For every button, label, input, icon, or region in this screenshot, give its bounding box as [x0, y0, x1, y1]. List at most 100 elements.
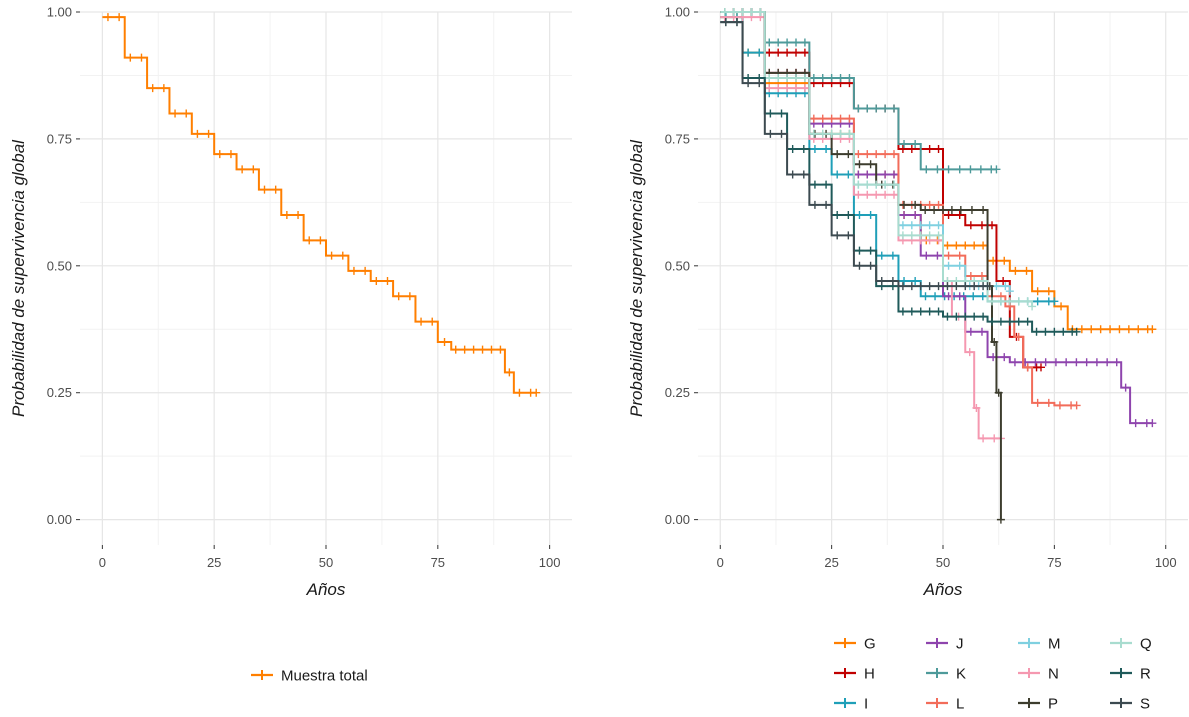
series-j — [720, 8, 1157, 428]
censor-mark — [952, 312, 961, 321]
legend-key-mark — [840, 638, 850, 648]
censor-mark — [833, 211, 842, 220]
censor-mark — [1033, 398, 1042, 407]
x-tick-label: 0 — [99, 555, 106, 570]
censor-mark — [305, 236, 314, 245]
censor-mark — [532, 388, 541, 397]
censor-mark — [827, 129, 836, 138]
legend-label: J — [956, 636, 964, 653]
x-tick-label: 0 — [717, 555, 724, 570]
censor-mark — [766, 109, 775, 118]
censor-mark — [877, 251, 886, 260]
censor-mark — [922, 165, 931, 174]
censor-mark — [881, 150, 890, 159]
legend-key-mark — [1116, 638, 1126, 648]
legend-item-l: L — [926, 696, 964, 713]
y-tick-label: 1.00 — [665, 5, 690, 20]
censor-mark — [1023, 297, 1032, 306]
censor-mark — [900, 200, 909, 209]
x-tick-label: 100 — [1155, 555, 1177, 570]
censor-mark — [744, 79, 753, 88]
series-k — [720, 8, 1001, 174]
censor-mark — [1087, 325, 1096, 334]
legend-key-mark — [932, 668, 942, 678]
censor-mark — [1057, 302, 1066, 311]
censor-mark — [327, 251, 336, 260]
censor-mark — [338, 251, 347, 260]
censor-mark — [983, 282, 992, 291]
censor-mark — [1001, 282, 1010, 291]
censor-mark — [738, 8, 747, 16]
legend-key-mark — [932, 698, 942, 708]
censor-mark — [970, 312, 979, 321]
censor-mark — [1050, 297, 1059, 306]
censor-mark — [783, 38, 792, 47]
censor-mark — [933, 165, 942, 174]
censor-mark — [944, 251, 953, 260]
censor-mark — [933, 251, 942, 260]
legend-item-p: P — [1018, 696, 1058, 713]
censor-mark — [907, 231, 916, 240]
censor-mark — [866, 160, 875, 169]
censor-mark — [515, 388, 524, 397]
censor-mark — [822, 200, 831, 209]
censor-mark — [979, 312, 988, 321]
censor-mark — [833, 150, 842, 159]
censor-mark — [979, 241, 988, 250]
censor-mark — [1072, 358, 1081, 367]
censor-mark — [800, 38, 809, 47]
censor-mark — [966, 165, 975, 174]
censor-mark — [881, 180, 890, 189]
censor-mark — [1106, 325, 1115, 334]
censor-mark — [955, 211, 964, 220]
censor-mark — [833, 170, 842, 179]
censor-mark — [809, 114, 818, 123]
censor-mark — [898, 145, 907, 154]
legend-label: Muestra total — [281, 668, 368, 685]
legend-item-h: H — [834, 666, 875, 683]
censor-mark — [765, 84, 774, 93]
censor-mark — [460, 345, 469, 354]
censor-mark — [970, 282, 979, 291]
censor-mark — [818, 73, 827, 82]
series-line — [102, 16, 537, 394]
series-r — [720, 18, 1081, 336]
censor-mark — [890, 150, 898, 159]
censor-mark — [970, 241, 979, 250]
censor-mark — [855, 261, 864, 270]
censor-mark — [955, 261, 964, 270]
censor-mark — [1044, 398, 1053, 407]
legend-label: Q — [1140, 636, 1152, 653]
legend: GHI JKL MNP QRS — [834, 636, 1152, 713]
censor-mark — [809, 73, 818, 82]
censor-mark — [732, 18, 741, 27]
censor-mark — [961, 241, 970, 250]
censor-mark — [316, 236, 325, 245]
censor-mark — [774, 84, 783, 93]
y-tick-label: 0.25 — [665, 385, 690, 400]
censor-mark — [955, 251, 964, 260]
censor-mark — [1050, 327, 1059, 336]
censor-mark — [965, 348, 974, 357]
y-tick-label: 0.75 — [47, 131, 72, 146]
legend-item-j: J — [926, 636, 964, 653]
censor-mark — [774, 48, 783, 57]
y-tick-label: 0.00 — [665, 512, 690, 527]
censor-mark — [799, 170, 808, 179]
censor-mark — [911, 139, 920, 148]
censor-mark — [972, 403, 981, 412]
censor-mark — [1022, 266, 1031, 275]
censor-mark — [238, 165, 247, 174]
censor-mark — [1023, 363, 1032, 372]
x-tick-label: 50 — [319, 555, 333, 570]
censor-mark — [844, 150, 853, 159]
series-s — [720, 18, 992, 291]
legend-item-s: S — [1110, 696, 1150, 713]
censor-mark — [827, 114, 836, 123]
legend-label: H — [864, 666, 875, 683]
legend-key-mark — [840, 698, 850, 708]
x-tick-label: 25 — [824, 555, 838, 570]
censor-mark — [810, 200, 819, 209]
censor-mark — [792, 48, 800, 57]
